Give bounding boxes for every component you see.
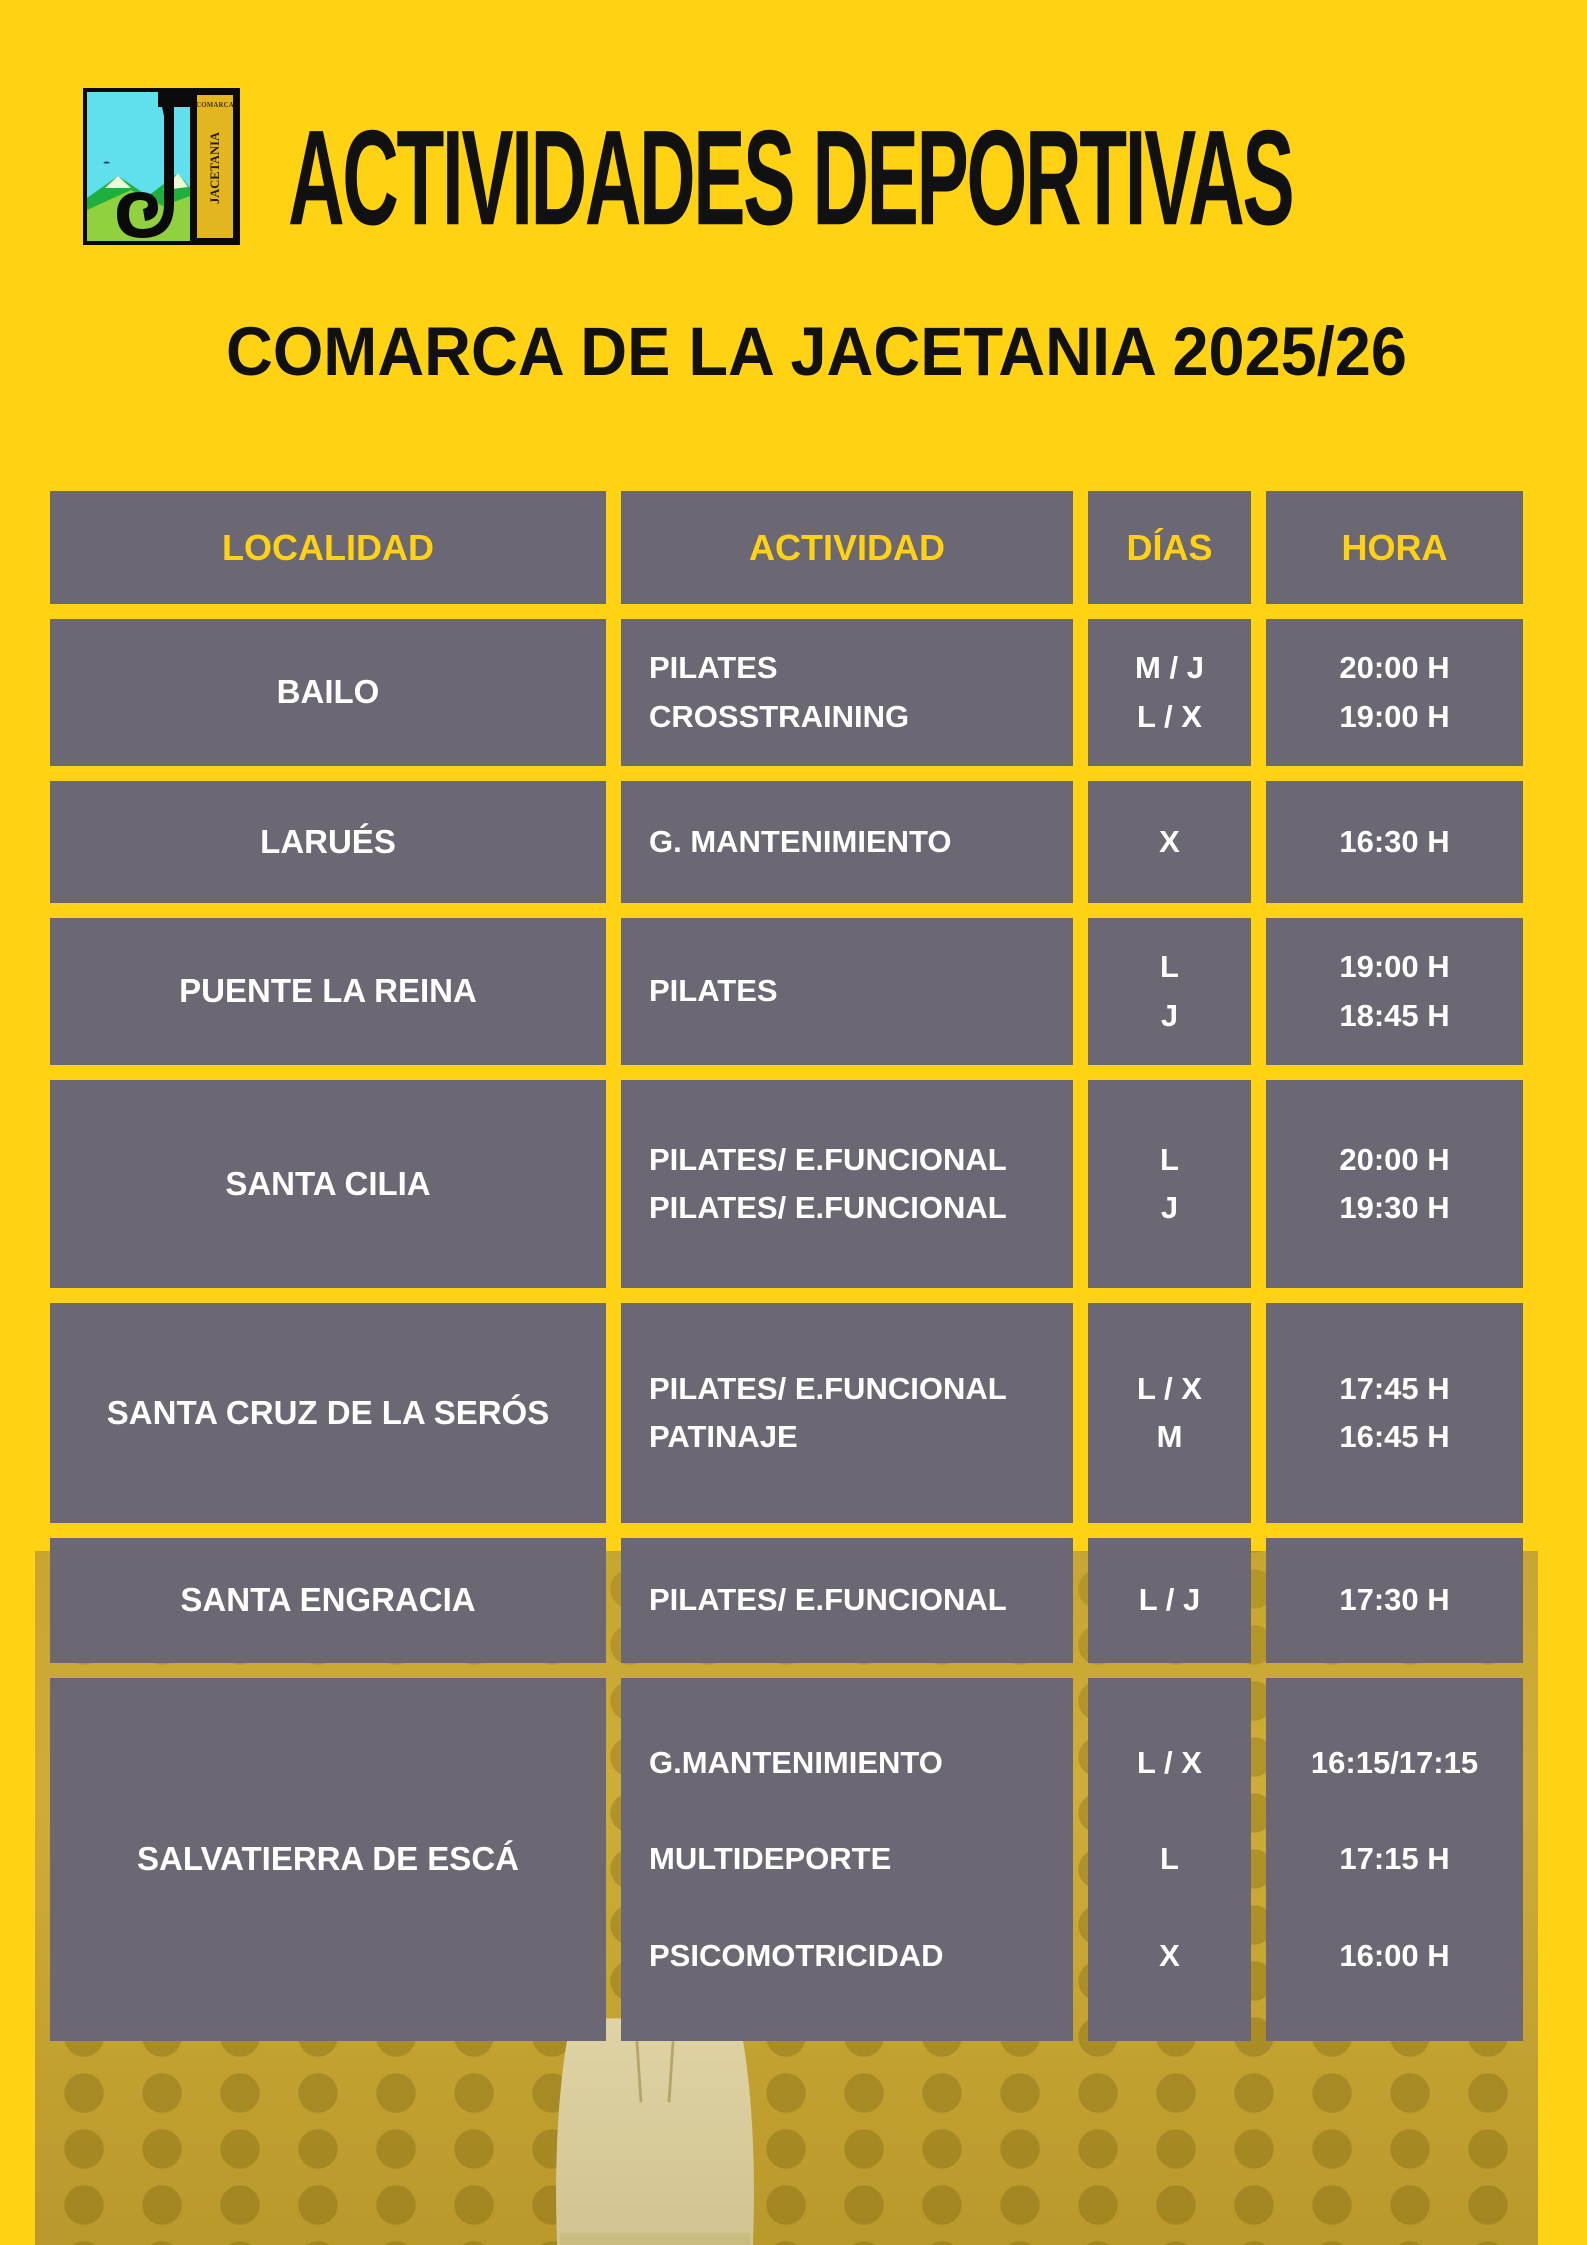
svg-text:COMARCA: COMARCA [196,102,234,109]
svg-text:JACETANIA: JACETANIA [208,132,222,204]
